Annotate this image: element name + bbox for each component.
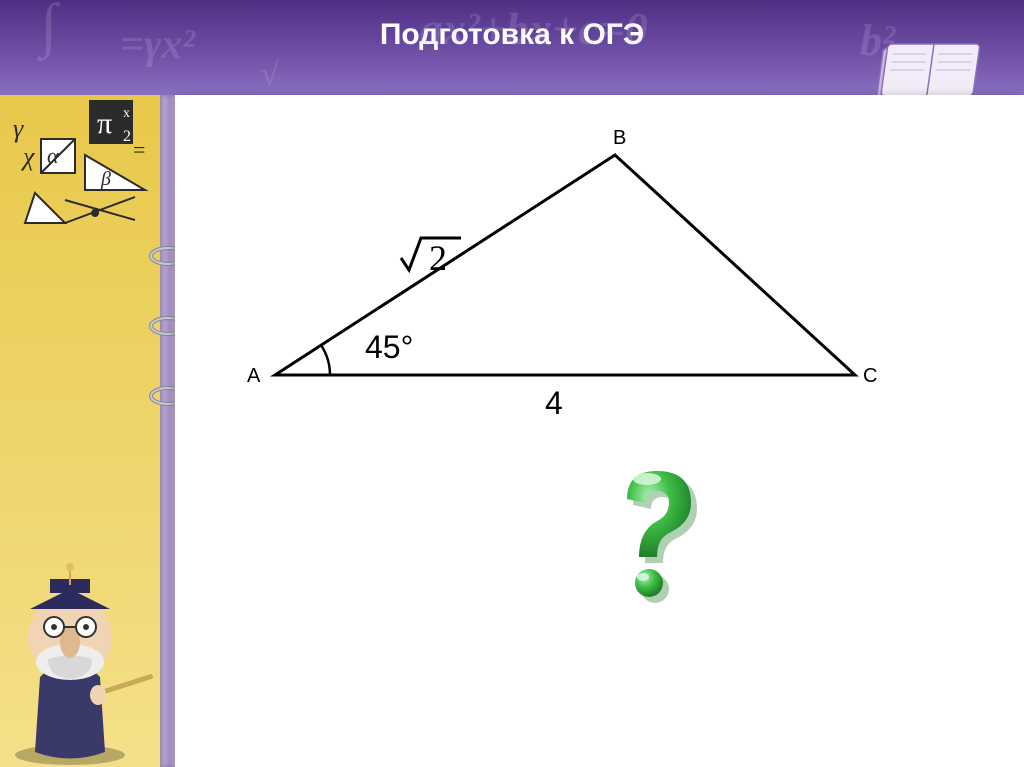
question-mark-icon: [605, 465, 715, 615]
svg-text:β: β: [100, 168, 111, 190]
svg-text:2: 2: [123, 128, 131, 145]
svg-text:γ: γ: [13, 114, 24, 143]
professor-icon: [0, 517, 160, 767]
svg-text:x: x: [123, 106, 130, 121]
diagram-area: A B C 2 45° 4: [175, 95, 1024, 767]
sidebar: π x 2 = γ χ α β: [0, 95, 160, 767]
vertex-b-label: B: [613, 127, 626, 150]
page-content: A B C 2 45° 4: [175, 95, 1024, 767]
vertex-c-label: C: [863, 365, 877, 388]
slide-header: ∫ =γx² ax²+bx+c=0 b² √ Подготовка к ОГЭ: [0, 0, 1024, 95]
angle-a-label: 45°: [365, 329, 413, 366]
slide-root: ∫ =γx² ax²+bx+c=0 b² √ Подготовка к ОГЭ: [0, 0, 1024, 767]
math-icons: π x 2 = γ χ α β: [5, 95, 155, 235]
vertex-a-label: A: [247, 365, 260, 388]
side-ac-label: 4: [545, 385, 563, 422]
svg-text:=: =: [133, 137, 145, 162]
slide-title: Подготовка к ОГЭ: [380, 18, 644, 51]
svg-text:2: 2: [429, 238, 447, 278]
svg-text:χ: χ: [20, 142, 35, 171]
svg-text:π: π: [97, 107, 112, 140]
side-ab-label: 2: [397, 230, 467, 278]
triangle-diagram: [215, 115, 915, 415]
